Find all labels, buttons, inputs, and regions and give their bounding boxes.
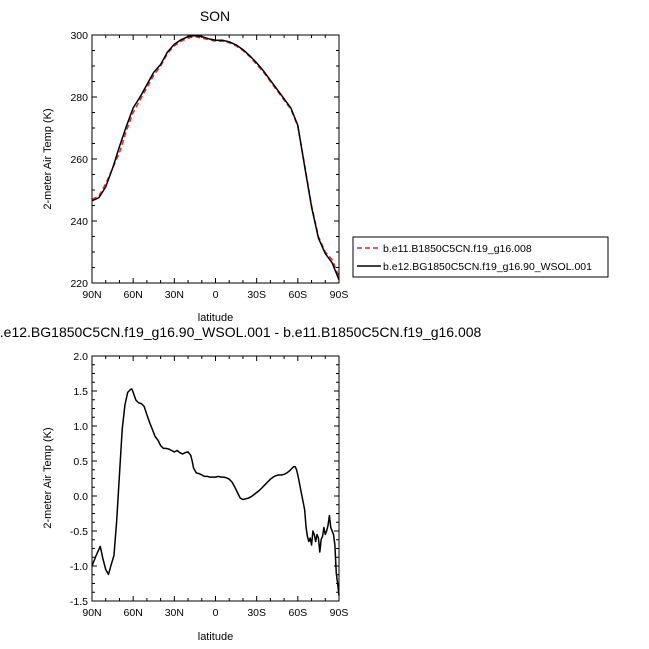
top-x-axis-title: latitude [198,312,233,324]
top-panel-temperature: SON 90N 60N 30N 0 30S 60S 90S 220 240 260 280 300 l… [42,8,348,324]
top-plot-frame [91,34,340,284]
top-y-tick-label: 240 [70,216,88,228]
top-series-line-2 [91,34,340,281]
bottom-x-tick-label: 0 [213,607,219,619]
top-y-axis-title: 2-meter Air Temp (K) [42,108,54,209]
bottom-x-tick-label: 60S [288,607,307,619]
top-series-group [91,34,340,281]
top-x-tick-label: 90S [330,289,349,301]
bottom-x-tick-label: 90N [82,607,101,619]
top-x-tick-label: 90N [82,289,101,301]
top-series-line-1 [91,35,340,278]
bottom-y-tick-label: 1.0 [73,421,88,433]
bottom-axes: 90N 60N 30N 0 30S 60S 90S -1.5 -1.0 -0.5 0.0 0.5 1.0… [70,351,348,619]
bottom-series-line-1 [91,388,340,596]
top-x-tick-label: 60N [124,289,143,301]
bottom-y-tick-label: -1.0 [70,561,88,573]
top-y-tick-label: 260 [70,154,88,166]
bottom-y-tick-label: 1.5 [73,386,88,398]
top-y-tick-label: 280 [70,92,88,104]
bottom-panel-title: b.e12.BG1850C5CN.f19_g16.90_WSOL.001 - b… [0,324,482,340]
legend-label-series-2: b.e12.BG1850C5CN.f19_g16.90_WSOL.001 [383,261,592,273]
top-y-tick-label: 220 [70,278,88,290]
top-y-tick-label: 300 [70,30,88,42]
bottom-series-group [91,388,340,596]
top-panel-title: SON [200,8,230,24]
legend-label-series-1: b.e11.B1850C5CN.f19_g16.008 [383,243,532,255]
bottom-plot-frame [91,355,340,602]
bottom-x-axis-title: latitude [198,631,233,643]
legend-box [352,236,609,278]
bottom-y-tick-label: 0.5 [73,456,88,468]
legend: b.e11.B1850C5CN.f19_g16.008 b.e12.BG1850… [352,236,609,278]
bottom-panel-difference: b.e12.BG1850C5CN.f19_g16.90_WSOL.001 - b… [0,324,482,643]
bottom-y-tick-label: 2.0 [73,351,88,363]
bottom-y-axis-title: 2-meter Air Temp (K) [42,427,54,528]
bottom-x-tick-label: 30N [165,607,184,619]
bottom-y-tick-label: -1.5 [70,596,88,608]
top-x-tick-label: 0 [213,289,219,301]
top-axes: 90N 60N 30N 0 30S 60S 90S 220 240 260 280 300 [70,30,348,301]
bottom-y-tick-label: -0.5 [70,526,88,538]
top-x-tick-label: 30N [165,289,184,301]
top-x-tick-label: 60S [288,289,307,301]
bottom-y-tick-label: 0.0 [73,491,88,503]
bottom-x-tick-label: 60N [124,607,143,619]
bottom-x-tick-label: 30S [247,607,266,619]
bottom-x-tick-label: 90S [330,607,349,619]
top-x-tick-label: 30S [247,289,266,301]
